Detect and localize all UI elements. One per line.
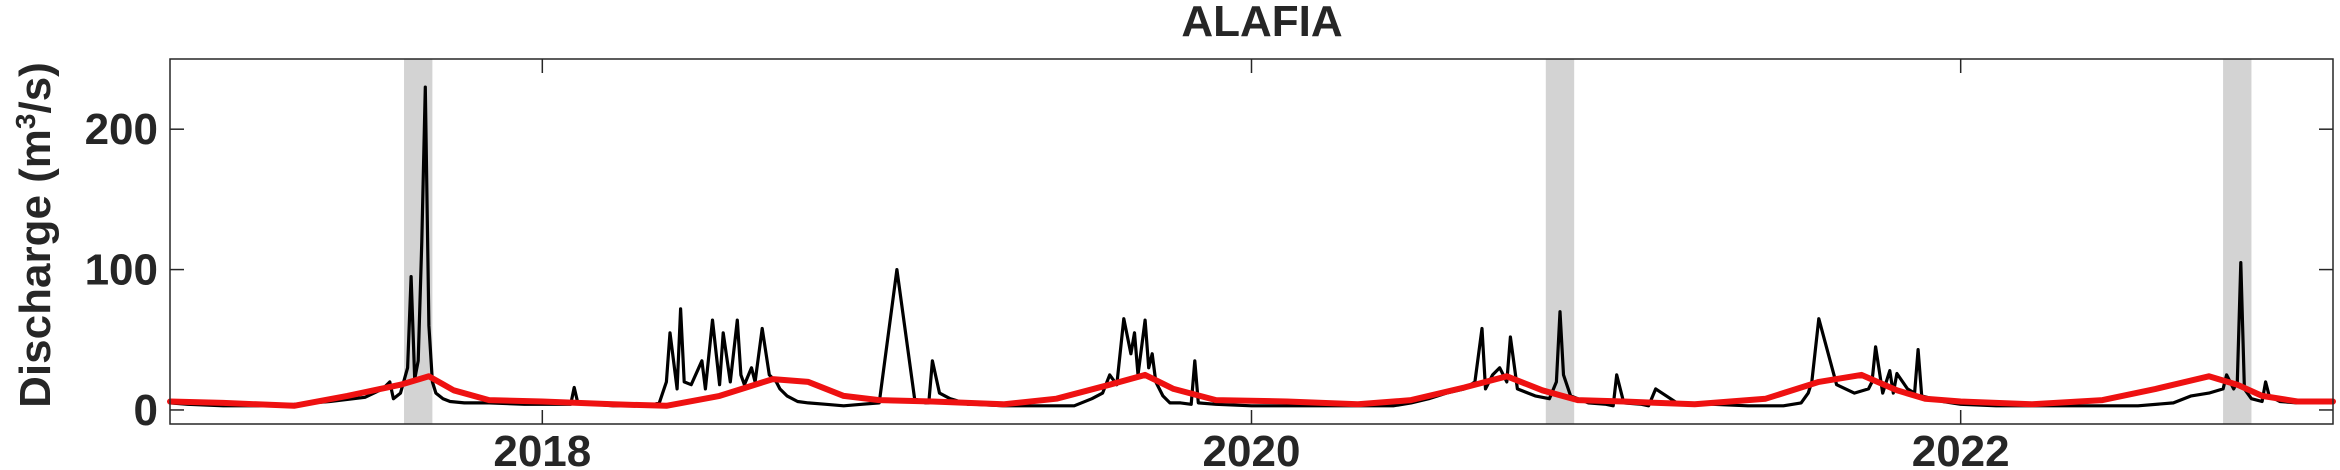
axis-ticks: 2018 2020 2022 0 100 200 <box>85 59 2333 470</box>
data-series <box>167 85 2336 409</box>
x-tick-label: 2022 <box>1912 427 2010 470</box>
y-tick-label: 200 <box>85 105 158 154</box>
daily-discharge-line <box>168 85 2335 408</box>
smoothed-discharge-line <box>167 371 2336 409</box>
y-tick-label: 0 <box>134 386 158 435</box>
chart-title: ALAFIA <box>1181 0 1342 46</box>
y-tick-label: 100 <box>85 246 158 295</box>
y-axis-label-tail: /s) <box>11 62 60 113</box>
x-tick-label: 2020 <box>1203 427 1301 470</box>
y-axis-label-base: Discharge (m <box>11 129 60 408</box>
highlight-band <box>1545 59 1575 424</box>
axes-frame <box>169 58 2334 425</box>
x-tick-label: 2018 <box>493 427 591 470</box>
highlight-bands <box>404 59 2252 424</box>
y-axis-label-superscript: 3 <box>10 114 41 130</box>
y-axis-label: Discharge (m3/s) <box>10 62 61 408</box>
